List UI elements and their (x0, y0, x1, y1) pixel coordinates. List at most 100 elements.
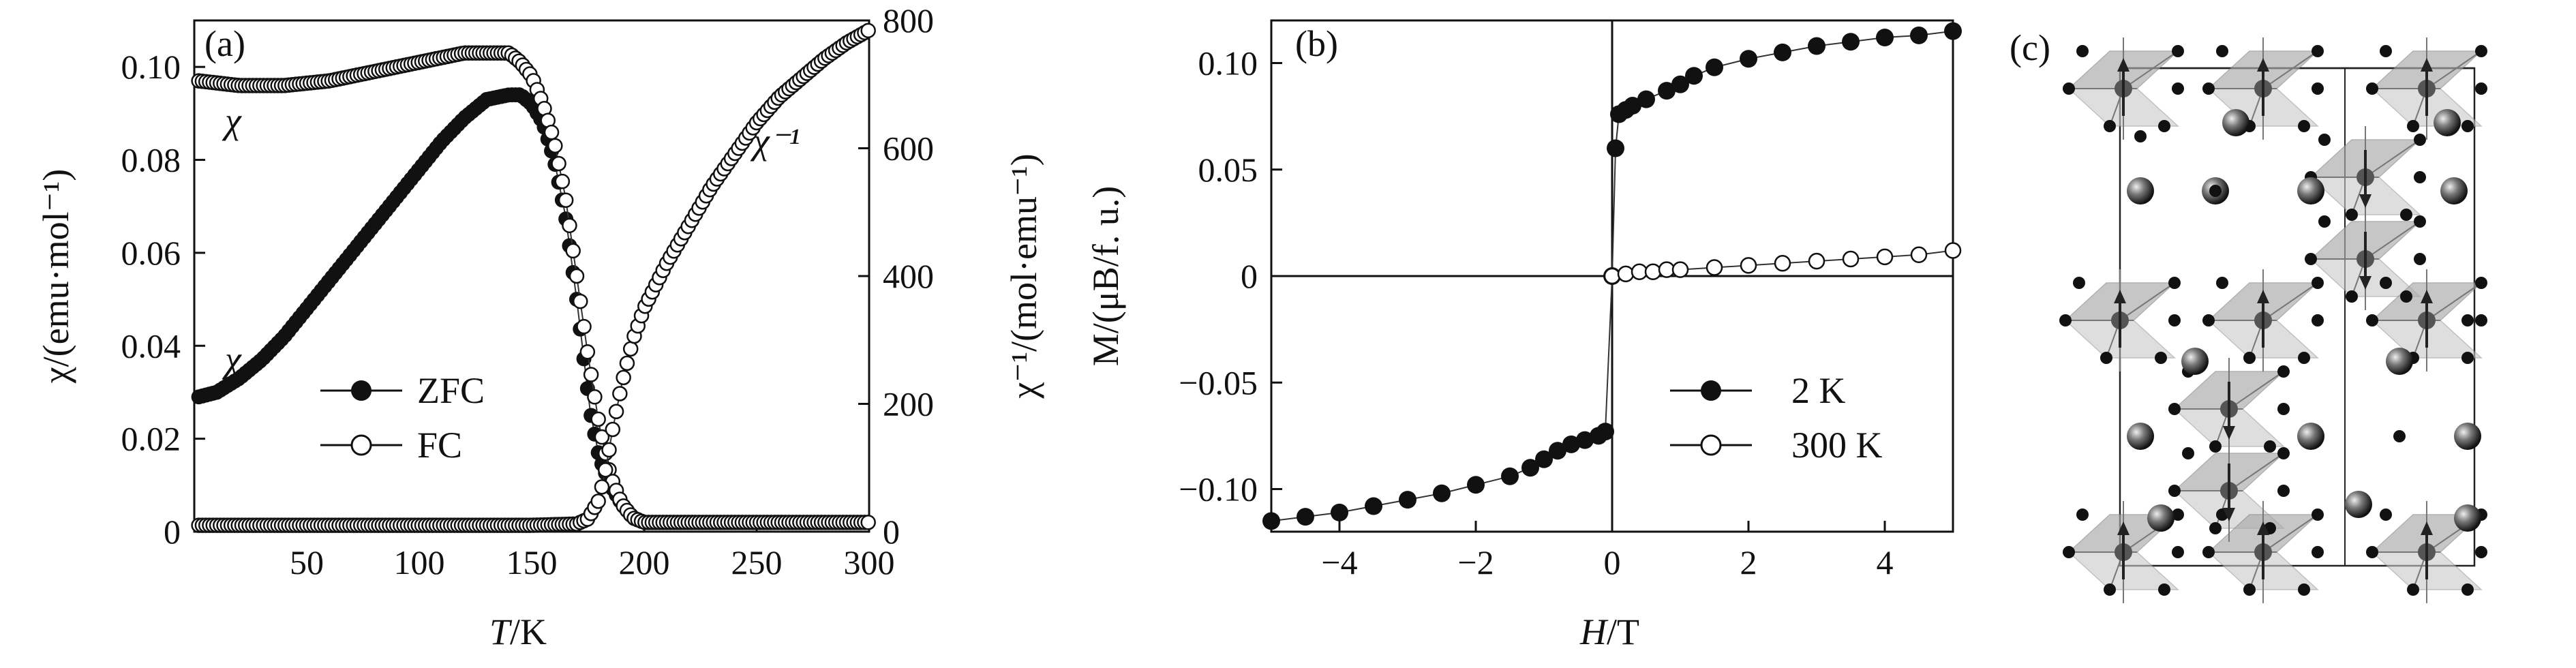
small-atom (2393, 430, 2406, 442)
oxygen-atom (2312, 45, 2324, 57)
panel-c-crystal-structure: (c) (2010, 27, 2487, 603)
oxygen-atom (2475, 82, 2487, 95)
oxygen-atom (2366, 546, 2378, 558)
large-atom (2434, 109, 2461, 136)
oxygen-atom (2216, 45, 2228, 57)
bond (2228, 453, 2284, 491)
oxygen-atom (2475, 45, 2487, 57)
panel-b-legend: 2 K 300 K (1670, 370, 1883, 466)
panel-b-y-tick-label: 0 (1241, 257, 1258, 295)
data-point-inverse-chi (590, 494, 606, 509)
data-point-fc (573, 293, 588, 309)
data-point-inverse-chi (860, 22, 876, 39)
oxygen-atom (2168, 485, 2181, 497)
panel-b-y-tick-label: 0.10 (1198, 44, 1258, 82)
annotation-chi-fc: χ (222, 100, 242, 141)
oxygen-atom (2380, 45, 2392, 57)
oxygen-atom (2158, 120, 2170, 132)
oxygen-atom (2172, 45, 2184, 57)
panel-b-y-tick-label: 0.05 (1198, 151, 1258, 189)
data-point-2k (1399, 491, 1416, 509)
data-point-2k (1876, 29, 1894, 46)
data-point-300k (1774, 255, 1791, 272)
annotation-chi-zfc: χ (222, 339, 242, 380)
oxygen-atom (2414, 134, 2426, 146)
spin-arrowhead-up (2117, 521, 2130, 535)
data-point-2k (1297, 508, 1314, 526)
oxygen-atom (2243, 352, 2256, 364)
data-point-inverse-chi (616, 369, 631, 386)
panel-b-xlabel-unit: /T (1607, 611, 1639, 652)
oxygen-atom (2182, 447, 2194, 459)
small-atom (2461, 314, 2474, 327)
panel-a-ylabel-left: χ/(emu·mol⁻¹) (35, 169, 76, 384)
oxygen-atom (2063, 546, 2075, 558)
large-atom (2127, 177, 2154, 204)
oxygen-atom (2475, 277, 2487, 289)
data-point-300k (1631, 263, 1648, 280)
data-point-2k (1808, 37, 1825, 55)
data-point-inverse-chi (605, 421, 621, 438)
panel-a-ylabel-right: χ⁻¹/(mol·emu⁻¹) (1003, 153, 1044, 399)
panel-a-y-right-tick-label: 600 (883, 130, 934, 168)
data-point-2k (1842, 33, 1860, 51)
oxygen-atom (2168, 314, 2181, 327)
bond (2262, 514, 2318, 553)
oxygen-atom (2298, 583, 2310, 596)
panel-b-chart: −4 −2 0 2 4 −0.10 −0.05 0 0.05 0.10 (b) H/T M/(μB… (1085, 19, 1962, 652)
bond (2228, 371, 2284, 410)
legend-300k-marker (1700, 434, 1722, 456)
spin-arrowhead-down (2359, 276, 2372, 290)
data-point-fc (558, 192, 574, 208)
data-point-2k (1521, 459, 1539, 477)
oxygen-atom (2172, 546, 2184, 558)
oxygen-atom (2277, 365, 2290, 378)
data-point-2k (1433, 484, 1451, 502)
panel-a-marks (191, 22, 876, 533)
data-point-2k (1535, 450, 1553, 468)
large-atom (2222, 109, 2249, 136)
data-point-2k (1671, 75, 1689, 93)
panel-c-label: (c) (2010, 27, 2050, 68)
oxygen-atom (2158, 583, 2170, 596)
large-atom (2454, 423, 2481, 450)
oxygen-atom (2100, 352, 2112, 364)
legend-zfc-marker (351, 380, 372, 401)
oxygen-atom (2380, 277, 2392, 289)
large-atom (2127, 423, 2154, 450)
oxygen-atom (2318, 134, 2331, 146)
data-point-2k (1331, 503, 1348, 521)
oxygen-atom (2155, 352, 2167, 364)
panel-a-y-left-tick-label: 0.06 (121, 234, 181, 272)
data-point-300k (1658, 261, 1676, 278)
oxygen-atom (2172, 82, 2184, 95)
data-point-2k (1658, 82, 1676, 100)
oxygen-atom (2209, 440, 2222, 453)
spin-arrowhead-up (2117, 58, 2130, 72)
panel-a-xlabel-unit: /K (510, 611, 547, 652)
oxygen-atom (2104, 120, 2116, 132)
spin-arrows (2114, 58, 2433, 579)
panel-a-y-left-tick-label: 0.02 (121, 420, 181, 458)
data-point-2k (1501, 467, 1519, 485)
panel-a-y-left-tick-label: 0.04 (121, 327, 181, 365)
oxygen-atom (2202, 314, 2215, 327)
data-point-300k (1671, 261, 1689, 278)
data-point-fc (554, 173, 571, 189)
data-point-2k (1706, 58, 1723, 76)
bond (2262, 50, 2318, 89)
oxygen-atom (2202, 82, 2215, 95)
panel-b-ylabel: M/(μB/f. u.) (1085, 186, 1126, 366)
data-point-inverse-chi (594, 479, 610, 495)
spin-arrowhead-up (2257, 58, 2269, 72)
oxygen-atom (2059, 314, 2072, 327)
oxygen-atom (2400, 290, 2412, 303)
oxygen-atom (2312, 508, 2324, 521)
data-point-2k (1624, 97, 1641, 115)
spin-arrowhead-down (2359, 194, 2372, 208)
spin-arrowhead-up (2421, 290, 2433, 303)
data-point-fc (590, 411, 606, 427)
data-point-2k (1576, 431, 1594, 449)
panel-b-x-tick-label: 0 (1604, 543, 1621, 581)
